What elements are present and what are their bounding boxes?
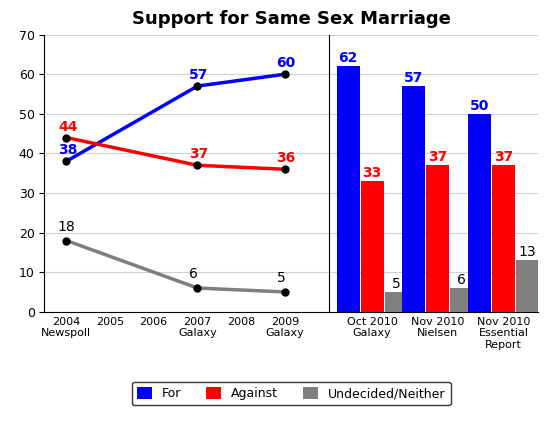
Text: 57: 57 (404, 71, 423, 85)
Title: Support for Same Sex Marriage: Support for Same Sex Marriage (132, 10, 451, 28)
Bar (468, 114, 491, 312)
Text: 37: 37 (494, 150, 513, 164)
Bar (361, 181, 384, 312)
Text: 6: 6 (189, 267, 198, 281)
Legend: For, Against, Undecided/Neither: For, Against, Undecided/Neither (132, 381, 451, 405)
Text: 50: 50 (470, 99, 489, 113)
Text: 37: 37 (189, 147, 208, 162)
Text: 36: 36 (276, 151, 296, 165)
Text: 60: 60 (276, 56, 296, 70)
Text: 6: 6 (457, 273, 466, 287)
Bar (337, 66, 360, 312)
Text: 5: 5 (276, 271, 285, 285)
Text: 37: 37 (428, 150, 447, 164)
Text: 38: 38 (58, 143, 77, 157)
Text: 62: 62 (339, 51, 358, 65)
Bar (426, 165, 449, 312)
Text: 57: 57 (189, 68, 209, 82)
Bar (385, 292, 408, 312)
Bar (402, 86, 425, 312)
Text: 5: 5 (392, 277, 401, 291)
Text: 44: 44 (58, 120, 78, 134)
Bar (492, 165, 515, 312)
Text: 18: 18 (58, 220, 75, 234)
Bar (451, 288, 473, 312)
Text: 13: 13 (518, 245, 536, 259)
Bar (516, 260, 539, 312)
Text: 33: 33 (362, 166, 382, 180)
